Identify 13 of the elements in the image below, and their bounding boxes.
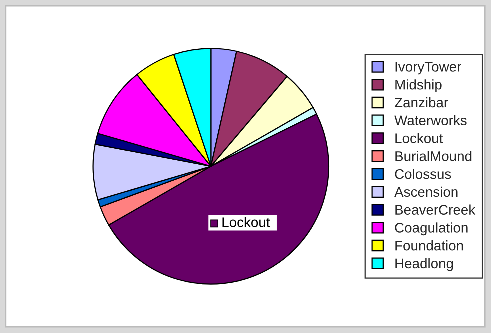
legend-label: BeaverCreek bbox=[396, 204, 476, 215]
legend-label: Headlong bbox=[396, 258, 454, 272]
legend-label: Ascension bbox=[394, 186, 458, 198]
legend-label: BurialMound bbox=[396, 151, 472, 162]
text: Lockout bbox=[222, 217, 270, 228]
legend-label: Foundation bbox=[396, 240, 464, 251]
legend-label: Lockout bbox=[396, 133, 444, 144]
legend-label: Zanzibar bbox=[394, 97, 448, 108]
legend-label: Midship bbox=[396, 80, 442, 93]
legend-label: Waterworks bbox=[394, 115, 467, 126]
legend-label: IvoryTower bbox=[396, 62, 462, 75]
legend-label: Colossus bbox=[395, 169, 452, 180]
legend-label: Coagulation bbox=[395, 222, 468, 236]
